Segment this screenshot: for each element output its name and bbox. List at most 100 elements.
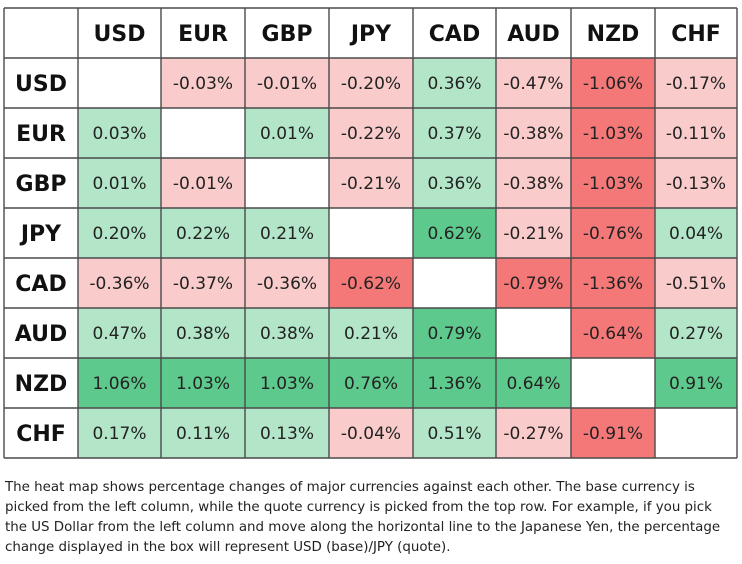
heatmap-cell-jpy-aud — [496, 208, 571, 258]
cell-value-eur-cad: 0.37% — [427, 124, 481, 144]
cell-value-eur-usd: 0.03% — [92, 124, 146, 144]
heatmap-cell-chf-chf — [655, 408, 737, 458]
cell-value-usd-nzd: -1.06% — [583, 74, 643, 94]
heatmap-cell-cad-gbp — [245, 258, 329, 308]
heatmap-cell-eur-eur — [161, 108, 245, 158]
heatmap-cell-usd-jpy — [329, 58, 413, 108]
heatmap-cell-usd-gbp — [245, 58, 329, 108]
heatmap-cell-cad-nzd — [571, 258, 655, 308]
heatmap-cell-gbp-eur — [161, 158, 245, 208]
cell-value-eur-chf: -0.11% — [666, 124, 726, 144]
cell-value-usd-chf: -0.17% — [666, 74, 726, 94]
grid-lines — [3, 7, 738, 459]
cell-value-chf-usd: 0.17% — [92, 424, 146, 444]
heatmap-cell-nzd-jpy — [329, 358, 413, 408]
heatmap-cell-usd-chf — [655, 58, 737, 108]
cell-value-chf-aud: -0.27% — [503, 424, 563, 444]
heatmap-cell-jpy-eur — [161, 208, 245, 258]
cell-value-aud-eur: 0.38% — [176, 324, 230, 344]
heatmap-cell-jpy-gbp — [245, 208, 329, 258]
cell-value-aud-jpy: 0.21% — [344, 324, 398, 344]
row-header-jpy: JPY — [19, 222, 62, 247]
heatmap-cell-chf-aud — [496, 408, 571, 458]
heatmap-cell-aud-eur — [161, 308, 245, 358]
heatmap-cell-aud-usd — [78, 308, 161, 358]
heatmap-cell-chf-gbp — [245, 408, 329, 458]
cell-value-aud-nzd: -0.64% — [583, 324, 643, 344]
heatmap-cell-chf-cad — [413, 408, 496, 458]
cell-value-chf-nzd: -0.91% — [583, 424, 643, 444]
heatmap-cell-aud-chf — [655, 308, 737, 358]
heatmap-cell-nzd-nzd — [571, 358, 655, 408]
cell-value-chf-eur: 0.11% — [176, 424, 230, 444]
heatmap-cell-eur-chf — [655, 108, 737, 158]
cell-value-jpy-gbp: 0.21% — [260, 224, 314, 244]
heatmap-cell-gbp-jpy — [329, 158, 413, 208]
cell-value-cad-nzd: -1.36% — [583, 274, 643, 294]
row-header-nzd: NZD — [15, 372, 68, 397]
cell-value-nzd-eur: 1.03% — [176, 374, 230, 394]
row-header-aud: AUD — [15, 322, 67, 347]
cell-value-chf-cad: 0.51% — [427, 424, 481, 444]
cell-value-jpy-chf: 0.04% — [669, 224, 723, 244]
cell-value-cad-eur: -0.37% — [173, 274, 233, 294]
cell-value-gbp-nzd: -1.03% — [583, 174, 643, 194]
row-header-cad: CAD — [15, 272, 66, 297]
heatmap-cell-nzd-chf — [655, 358, 737, 408]
heatmap-cell-cad-cad — [413, 258, 496, 308]
heatmap-cell-eur-gbp — [245, 108, 329, 158]
heatmap-cell-jpy-usd — [78, 208, 161, 258]
heatmap-cell-usd-eur — [161, 58, 245, 108]
cell-value-aud-cad: 0.79% — [427, 324, 481, 344]
cell-value-nzd-gbp: 1.03% — [260, 374, 314, 394]
cell-value-jpy-nzd: -0.76% — [583, 224, 643, 244]
cell-value-eur-jpy: -0.22% — [341, 124, 401, 144]
cell-value-jpy-aud: -0.21% — [503, 224, 563, 244]
heatmap-cell-chf-jpy — [329, 408, 413, 458]
heatmap-cell-nzd-cad — [413, 358, 496, 408]
cell-value-usd-eur: -0.03% — [173, 74, 233, 94]
heatmap-cell-eur-nzd — [571, 108, 655, 158]
heatmap-cell-jpy-nzd — [571, 208, 655, 258]
row-header-usd: USD — [15, 72, 67, 97]
column-header-cad: CAD — [429, 22, 480, 47]
column-header-gbp: GBP — [262, 22, 313, 47]
heatmap-cell-chf-nzd — [571, 408, 655, 458]
column-header-eur: EUR — [178, 22, 228, 47]
cell-value-eur-gbp: 0.01% — [260, 124, 314, 144]
cell-value-eur-aud: -0.38% — [503, 124, 563, 144]
heatmap-cell-nzd-eur — [161, 358, 245, 408]
heatmap-cell-aud-jpy — [329, 308, 413, 358]
heatmap-cell-gbp-chf — [655, 158, 737, 208]
row-header-eur: EUR — [16, 122, 66, 147]
heatmap-cell-cad-usd — [78, 258, 161, 308]
heatmap-cell-eur-cad — [413, 108, 496, 158]
column-header-aud: AUD — [507, 22, 559, 47]
heatmap-cell-usd-nzd — [571, 58, 655, 108]
row-header-gbp: GBP — [16, 172, 67, 197]
cell-value-cad-aud: -0.79% — [503, 274, 563, 294]
currency-heatmap: USD EUR GBP JPY CAD AUD NZD CHF USD -0.03% -0.01% -… — [3, 7, 738, 459]
cell-value-gbp-aud: -0.38% — [503, 174, 563, 194]
row-header-chf: CHF — [16, 422, 66, 447]
heatmap-cell-eur-usd — [78, 108, 161, 158]
cell-value-nzd-chf: 0.91% — [669, 374, 723, 394]
cell-value-usd-gbp: -0.01% — [257, 74, 317, 94]
cell-value-nzd-usd: 1.06% — [92, 374, 146, 394]
heatmap-cell-aud-nzd — [571, 308, 655, 358]
heatmap-cell-gbp-usd — [78, 158, 161, 208]
cell-value-usd-cad: 0.36% — [427, 74, 481, 94]
cell-value-usd-aud: -0.47% — [503, 74, 563, 94]
cell-value-cad-chf: -0.51% — [666, 274, 726, 294]
heatmap-caption: The heat map shows percentage changes of… — [5, 480, 721, 555]
heatmap-cell-gbp-nzd — [571, 158, 655, 208]
heatmap-cell-jpy-jpy — [329, 208, 413, 258]
heatmap-cell-chf-eur — [161, 408, 245, 458]
cell-value-cad-gbp: -0.36% — [257, 274, 317, 294]
cell-value-eur-nzd: -1.03% — [583, 124, 643, 144]
heatmap-cell-aud-gbp — [245, 308, 329, 358]
cell-value-jpy-cad: 0.62% — [427, 224, 481, 244]
cell-value-gbp-jpy: -0.21% — [341, 174, 401, 194]
heatmap-cell-gbp-gbp — [245, 158, 329, 208]
heatmap-cell-eur-aud — [496, 108, 571, 158]
